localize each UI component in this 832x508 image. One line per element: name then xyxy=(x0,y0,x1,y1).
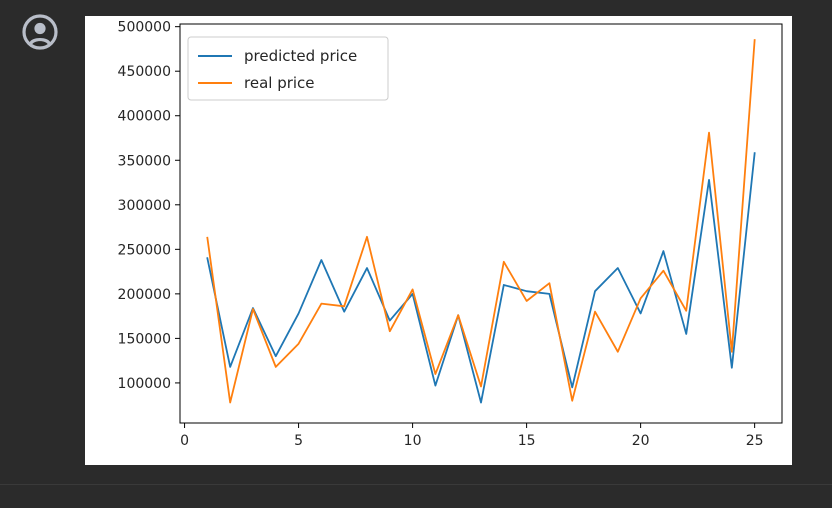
legend-label: real price xyxy=(244,74,315,92)
y-tick-label: 150000 xyxy=(118,331,171,347)
cell-gutter xyxy=(0,0,76,484)
series-layer xyxy=(206,39,756,404)
x-tick-label: 15 xyxy=(518,433,536,449)
axes-layer: 0 5 10 15 20 25 100000 150000 200000 250000 300000… xyxy=(118,20,783,449)
y-tick-label: 200000 xyxy=(118,287,171,303)
user-circle-icon xyxy=(22,14,58,50)
y-tick-label: 300000 xyxy=(118,198,171,214)
y-tick-label: 400000 xyxy=(118,109,171,125)
x-tick-label: 10 xyxy=(404,433,422,449)
x-tick-label: 0 xyxy=(180,433,189,449)
series-line-predicted-price xyxy=(206,152,756,404)
line-chart: 0 5 10 15 20 25 100000 150000 200000 250000 300000… xyxy=(118,20,783,449)
y-tick-label: 500000 xyxy=(118,20,171,36)
x-tick-label: 5 xyxy=(294,433,303,449)
legend-label: predicted price xyxy=(244,47,357,65)
legend-box xyxy=(187,36,389,101)
x-tick-label: 25 xyxy=(746,433,764,449)
y-tick-label: 350000 xyxy=(118,153,171,169)
plot-frame xyxy=(179,23,783,424)
y-tick-label: 100000 xyxy=(118,376,171,392)
plot-output: 0 5 10 15 20 25 100000 150000 200000 250000 300000… xyxy=(85,16,792,465)
legend: predicted price real price xyxy=(187,36,389,101)
y-tick-label: 250000 xyxy=(118,242,171,258)
y-tick-label: 450000 xyxy=(118,64,171,80)
series-line-real-price xyxy=(206,39,756,404)
output-divider xyxy=(0,484,832,485)
x-tick-label: 20 xyxy=(632,433,650,449)
